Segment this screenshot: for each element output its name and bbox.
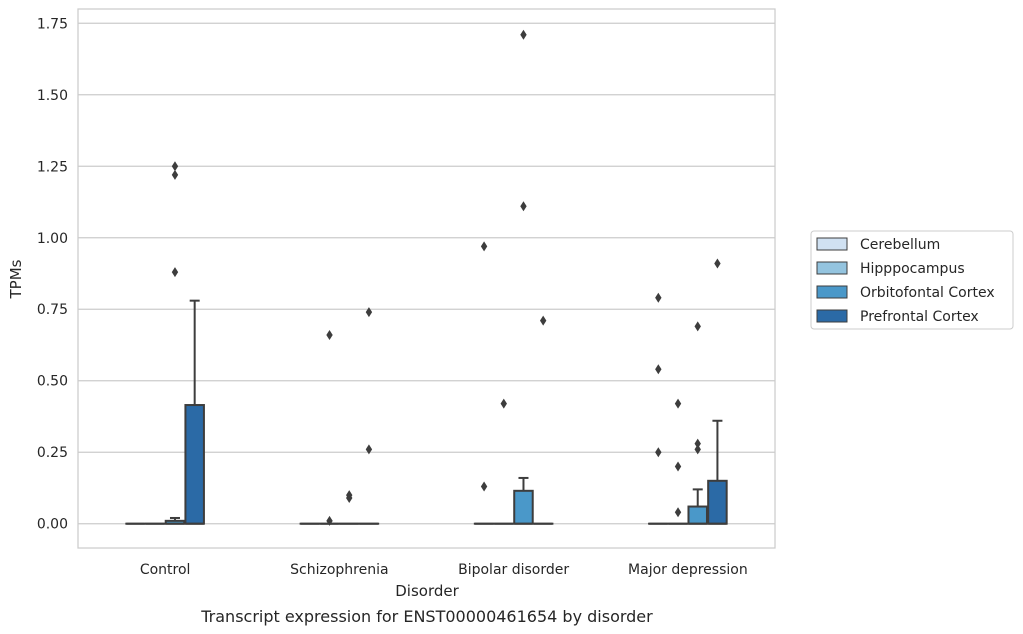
y-tick-label: 0.25 bbox=[37, 445, 68, 461]
box-hipppocampus bbox=[493, 398, 515, 525]
outlier-point bbox=[655, 292, 662, 303]
outlier-point bbox=[171, 161, 179, 172]
x-tick-labels: Control Schizophrenia Bipolar disorder Majo… bbox=[140, 562, 748, 578]
outlier-point bbox=[694, 438, 701, 449]
y-tick-label: 0.50 bbox=[37, 374, 68, 390]
legend: Cerebellum Hipppocampus Orbitofontal Corte… bbox=[810, 230, 1014, 330]
outlier-point bbox=[714, 258, 721, 269]
plot-frame bbox=[77, 8, 776, 549]
outlier-point bbox=[520, 29, 527, 40]
legend-entry: Hipppocampus bbox=[860, 261, 965, 277]
x-tick-label: Control bbox=[140, 562, 191, 578]
outlier-point bbox=[694, 444, 701, 455]
box-orbitofontal-cortex bbox=[164, 161, 186, 525]
y-tick-label: 1.25 bbox=[37, 159, 68, 175]
outlier-point bbox=[480, 481, 488, 492]
x-tick-label: Bipolar disorder bbox=[458, 562, 569, 578]
x-tick-label: Schizophrenia bbox=[290, 562, 388, 578]
outlier-point bbox=[171, 267, 179, 278]
y-tick-label: 1.50 bbox=[37, 88, 68, 104]
outlier-point bbox=[365, 307, 373, 318]
outlier-point bbox=[655, 447, 662, 458]
box-body bbox=[687, 505, 708, 525]
outlier-point bbox=[346, 492, 353, 503]
outlier-point bbox=[480, 241, 488, 252]
box-hipppocampus bbox=[667, 398, 689, 525]
box-prefrontal-cortex bbox=[532, 315, 554, 525]
box-prefrontal-cortex bbox=[358, 307, 380, 525]
legend-swatch bbox=[816, 285, 848, 299]
y-axis-label: TPMs bbox=[7, 259, 25, 299]
outlier-point bbox=[171, 169, 179, 180]
legend-entry: Cerebellum bbox=[860, 237, 940, 253]
legend-entry: Orbitofontal Cortex bbox=[860, 285, 995, 301]
outlier-point bbox=[539, 315, 547, 326]
box-body bbox=[184, 404, 205, 525]
grid-lines bbox=[78, 22, 775, 525]
box-cerebellum bbox=[473, 241, 495, 525]
y-tick-labels: 0.00 0.25 0.50 0.75 1.00 1.25 1.50 1.75 bbox=[37, 16, 68, 532]
outlier-point bbox=[674, 461, 682, 472]
box-orbitofontal-cortex bbox=[687, 321, 708, 525]
legend-swatch bbox=[816, 237, 848, 251]
box-cerebellum bbox=[648, 292, 669, 525]
outlier-point bbox=[326, 329, 333, 340]
outlier-point bbox=[674, 507, 682, 518]
y-tick-label: 0.75 bbox=[37, 302, 68, 318]
x-tick-label: Major depression bbox=[628, 562, 748, 578]
box-prefrontal-cortex bbox=[184, 299, 205, 525]
box-prefrontal-cortex bbox=[707, 258, 728, 525]
y-tick-label: 1.75 bbox=[37, 16, 68, 32]
chart-caption: Transcript expression for ENST0000046165… bbox=[200, 607, 653, 626]
box-body bbox=[707, 479, 728, 525]
legend-swatch bbox=[816, 261, 848, 275]
outlier-point bbox=[520, 201, 527, 212]
box-body bbox=[513, 489, 534, 525]
outlier-point bbox=[326, 515, 333, 526]
box-orbitofontal-cortex bbox=[338, 490, 360, 525]
outlier-point bbox=[365, 444, 373, 455]
legend-frame bbox=[810, 230, 1014, 330]
y-tick-label: 1.00 bbox=[37, 231, 68, 247]
legend-entry: Prefrontal Cortex bbox=[860, 309, 979, 325]
outlier-point bbox=[674, 398, 682, 409]
boxes bbox=[125, 29, 728, 526]
outlier-point bbox=[694, 321, 701, 332]
x-axis-label: Disorder bbox=[395, 582, 459, 600]
y-tick-label: 0.00 bbox=[37, 517, 68, 533]
outlier-point bbox=[500, 398, 507, 409]
outlier-point bbox=[655, 364, 662, 375]
box-orbitofontal-cortex bbox=[513, 29, 534, 525]
box-hipppocampus bbox=[319, 329, 340, 526]
legend-swatch bbox=[816, 309, 848, 323]
